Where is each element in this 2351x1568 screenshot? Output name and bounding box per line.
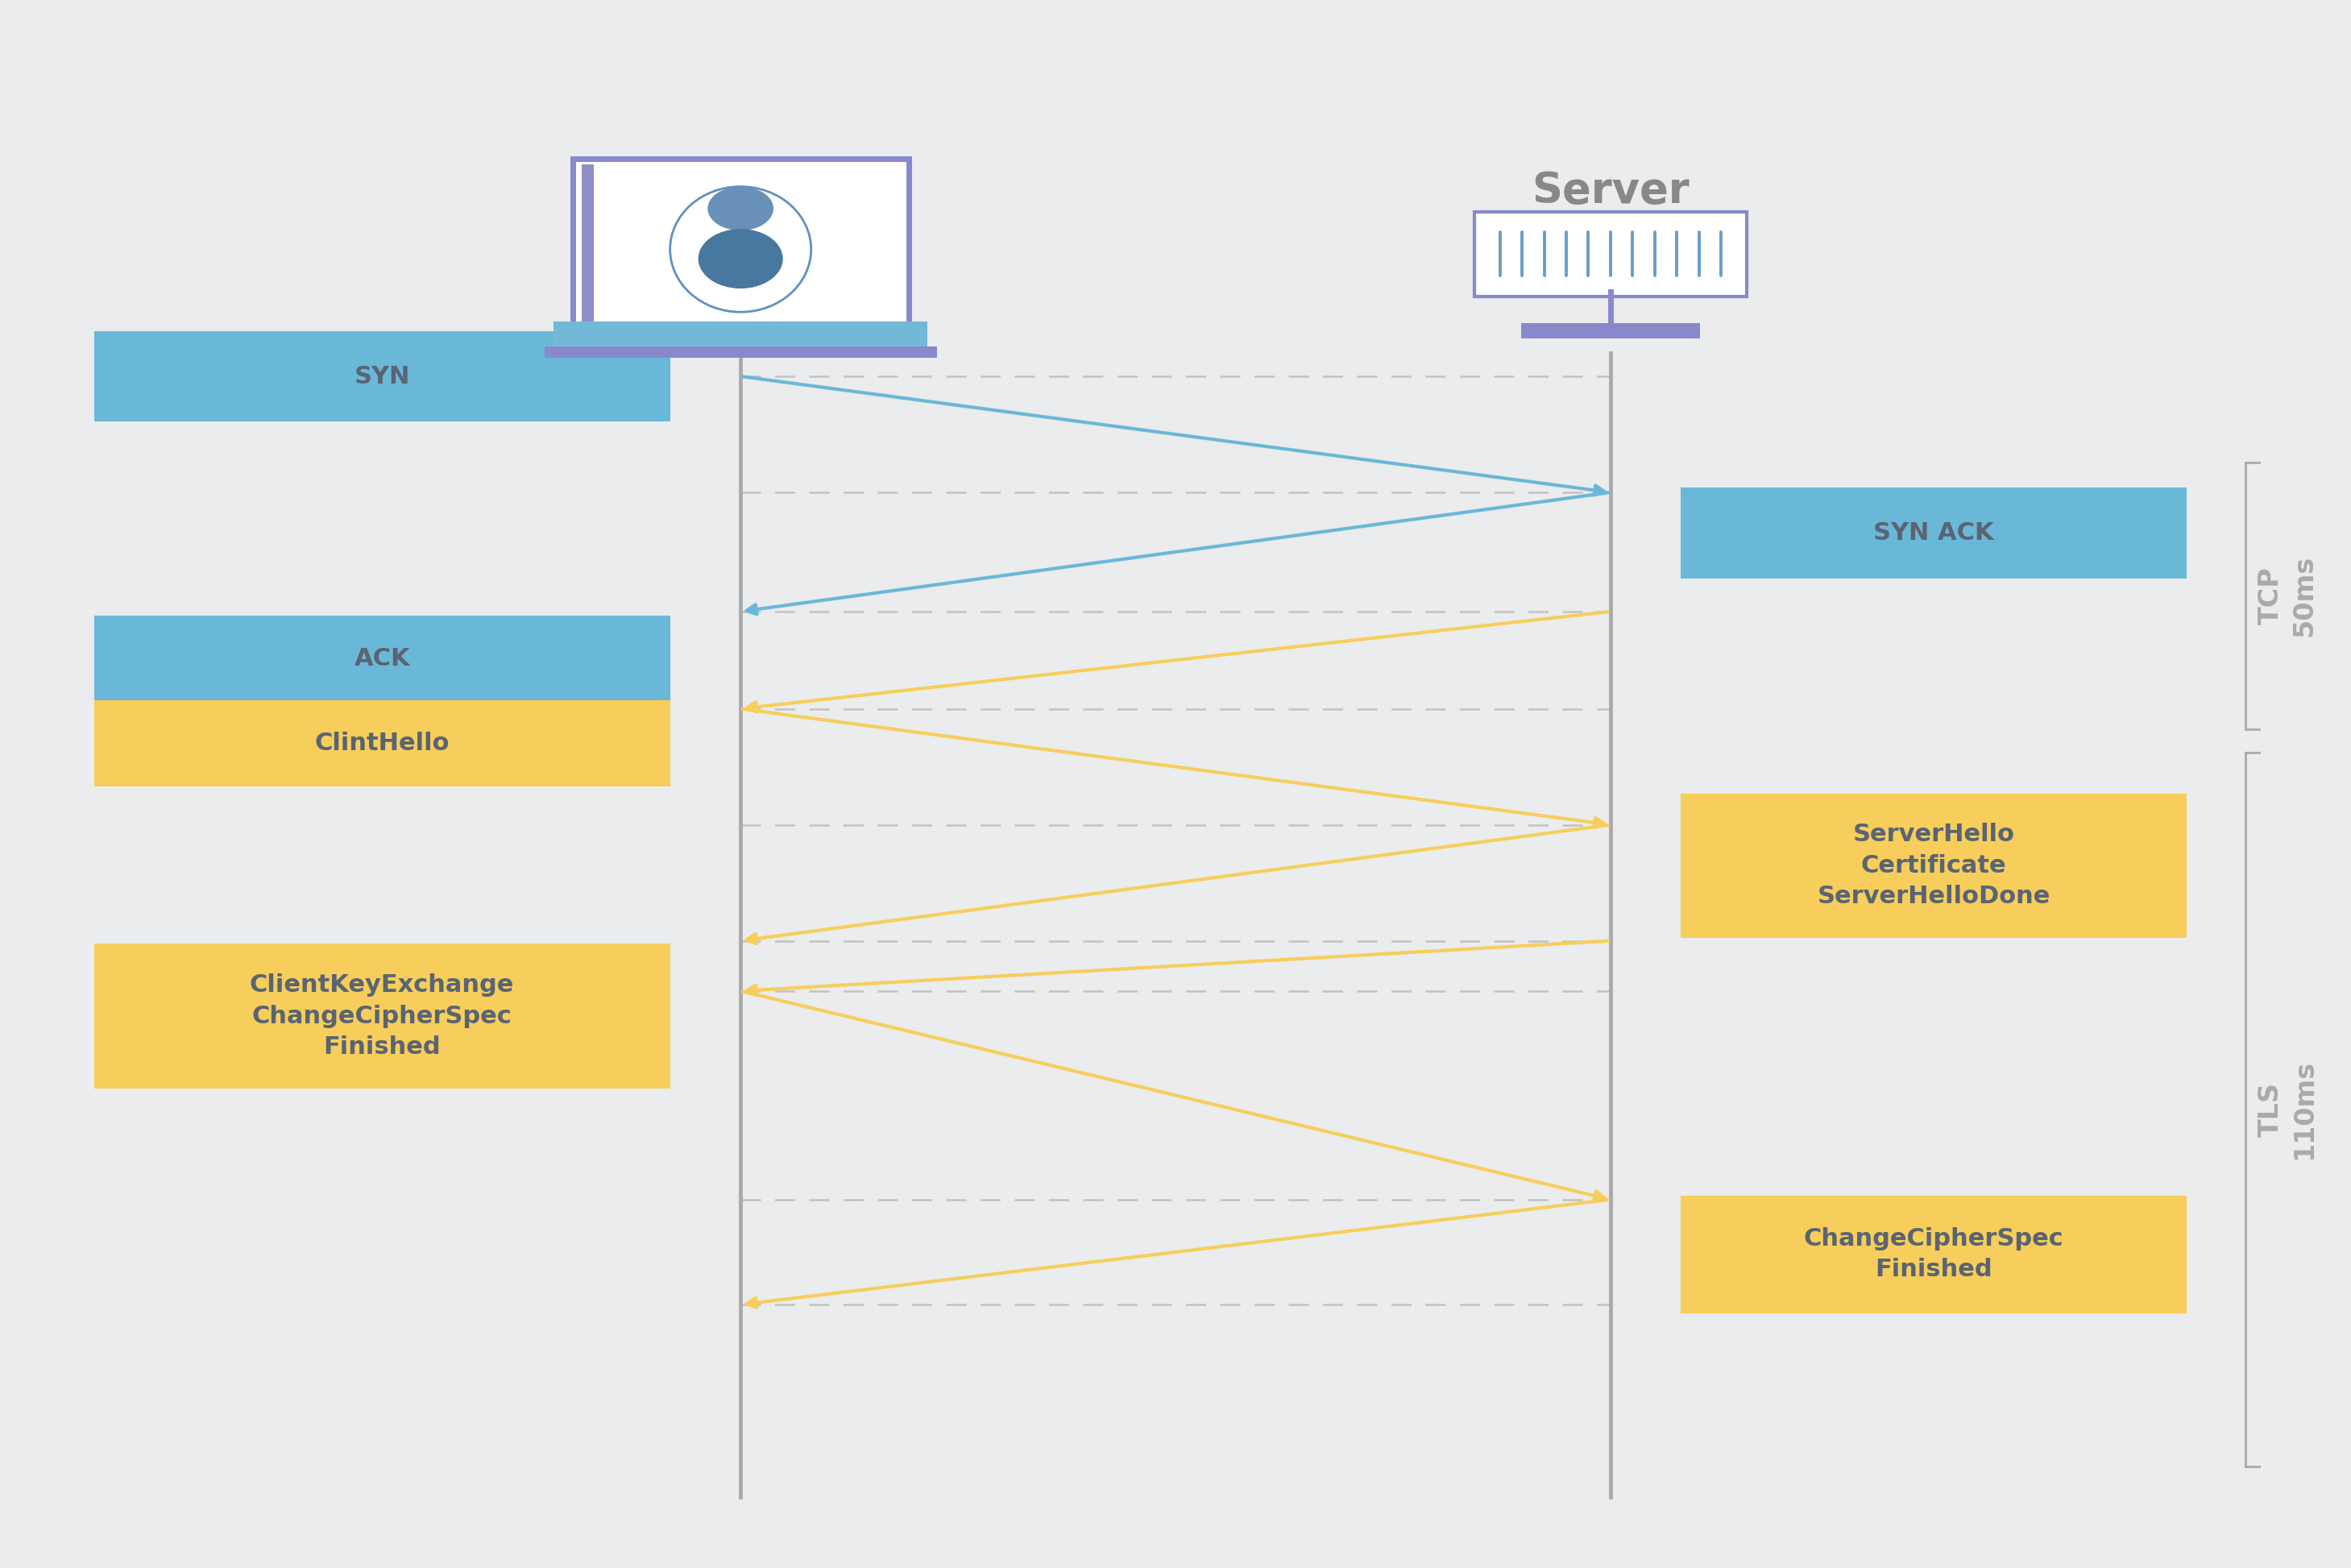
Text: ClientKeyExchange
ChangeCipherSpec
Finished: ClientKeyExchange ChangeCipherSpec Finis… xyxy=(249,974,515,1058)
FancyBboxPatch shape xyxy=(583,165,592,321)
Text: TCP
50ms: TCP 50ms xyxy=(2257,555,2318,637)
Text: SYN ACK: SYN ACK xyxy=(1874,522,1994,544)
FancyBboxPatch shape xyxy=(94,615,670,702)
FancyBboxPatch shape xyxy=(1681,793,2186,938)
Ellipse shape xyxy=(670,187,811,312)
FancyBboxPatch shape xyxy=(543,347,936,358)
Text: Server: Server xyxy=(1531,169,1690,212)
FancyBboxPatch shape xyxy=(574,158,907,328)
Ellipse shape xyxy=(698,229,783,289)
FancyBboxPatch shape xyxy=(94,944,670,1088)
FancyBboxPatch shape xyxy=(94,331,670,422)
Text: ChangeCipherSpec
Finished: ChangeCipherSpec Finished xyxy=(1803,1228,2064,1281)
FancyBboxPatch shape xyxy=(1474,212,1747,296)
FancyBboxPatch shape xyxy=(94,699,670,787)
FancyBboxPatch shape xyxy=(1681,488,2186,579)
FancyBboxPatch shape xyxy=(555,321,926,350)
Text: SYN: SYN xyxy=(355,365,409,387)
FancyBboxPatch shape xyxy=(1681,1195,2186,1314)
Text: ClintHello: ClintHello xyxy=(315,732,449,754)
Circle shape xyxy=(708,187,773,230)
FancyBboxPatch shape xyxy=(1521,323,1700,339)
Text: TLS
110ms: TLS 110ms xyxy=(2257,1060,2318,1159)
Text: Client: Client xyxy=(670,169,811,212)
Text: ACK: ACK xyxy=(355,648,409,670)
Text: ServerHello
Certificate
ServerHelloDone: ServerHello Certificate ServerHelloDone xyxy=(1817,823,2050,908)
